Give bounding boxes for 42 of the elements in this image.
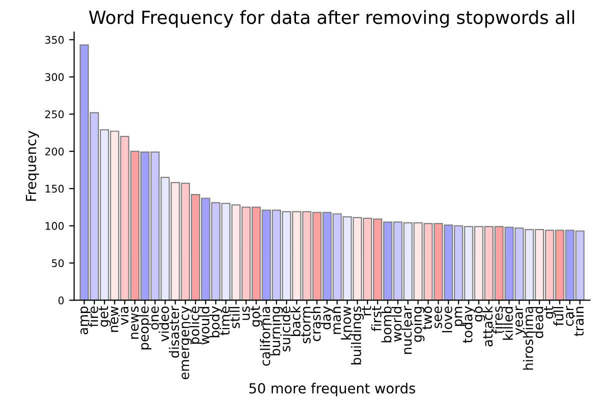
- x-tick-label: man: [333, 306, 341, 334]
- x-tick-label: fires: [492, 306, 503, 334]
- x-tick-label: buildings: [350, 306, 364, 364]
- x-tick-label: killed: [502, 306, 513, 340]
- x-tick-label: going: [412, 306, 424, 342]
- x-tick-label: news: [131, 306, 139, 339]
- y-tick-label: 50: [52, 259, 64, 268]
- x-tick-label: train: [574, 306, 584, 336]
- y-axis-title: Frequency: [26, 130, 39, 201]
- x-tick-label: get: [98, 306, 111, 327]
- x-tick-label: video: [158, 306, 169, 342]
- x-tick-label: people: [138, 306, 152, 350]
- x-tick-label: know: [340, 306, 352, 340]
- y-tick-label: 300: [45, 73, 64, 82]
- x-tick-label: us: [242, 306, 250, 320]
- x-tick-label: day: [320, 306, 334, 330]
- x-tick-label: world: [391, 306, 402, 342]
- x-tick-label: storm: [301, 306, 311, 344]
- x-axis-title: 50 more frequent words: [249, 382, 416, 396]
- x-tick-label: first: [371, 306, 382, 332]
- x-tick-label: still: [230, 307, 240, 328]
- x-tick-label: car: [566, 306, 574, 326]
- x-tick-label: via: [118, 306, 129, 325]
- x-tick-label: bomb: [381, 306, 392, 342]
- x-tick-label: two: [422, 306, 432, 330]
- y-tick-label: 250: [45, 110, 64, 118]
- x-tick-label: see: [434, 306, 442, 328]
- y-tick-label: 200: [45, 148, 64, 156]
- x-tick-label: new: [110, 306, 118, 332]
- x-tick-label: love: [442, 306, 452, 332]
- x-tick-label: crash: [310, 306, 321, 342]
- y-tick-label: 350: [45, 36, 64, 44]
- y-tick-label: 0: [58, 296, 64, 304]
- x-tick-label: one: [151, 306, 159, 330]
- x-tick-label: dead: [533, 306, 544, 338]
- x-tick-label: disaster: [168, 306, 180, 358]
- y-tick-label: 100: [46, 222, 64, 230]
- x-tick-label: back: [290, 306, 301, 336]
- chart-title: Word Frequency for data after removing stopwords all: [89, 10, 574, 28]
- x-tick-label: rt: [362, 306, 372, 316]
- y-tick-label: 150: [46, 184, 64, 193]
- x-tick-label: nuclear: [402, 306, 412, 354]
